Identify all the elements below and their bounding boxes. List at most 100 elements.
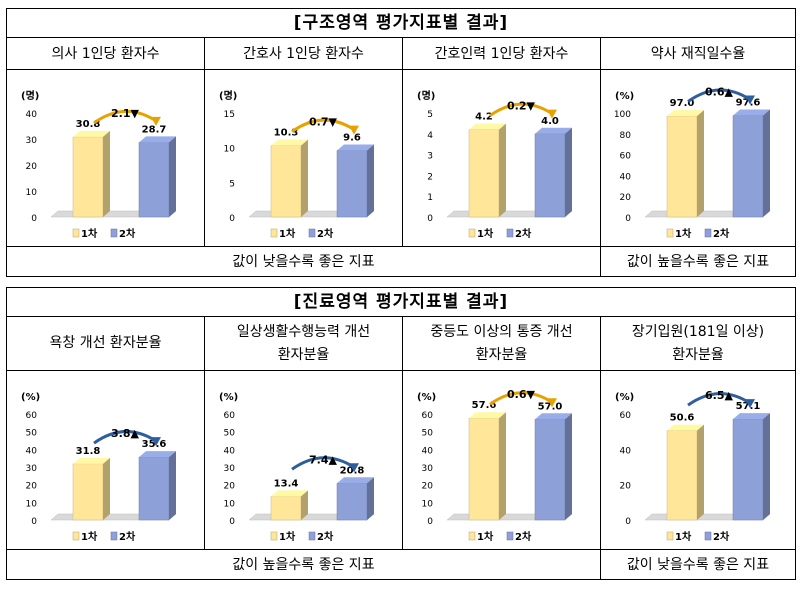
bar: [270, 496, 302, 521]
bar-top: [469, 412, 506, 419]
change-label: 0.7▼: [309, 116, 337, 129]
legend-swatch: [270, 531, 278, 541]
change-arrowhead: [151, 437, 161, 447]
y-tick-label: 20: [620, 482, 632, 492]
y-tick-label: 80: [620, 131, 632, 141]
y-tick-label: 0: [229, 517, 235, 527]
bar-top: [139, 451, 176, 458]
unit-label: (%): [615, 91, 634, 102]
change-arrowhead: [349, 125, 359, 135]
legend-label: 1차: [477, 530, 494, 543]
legend-label: 2차: [317, 530, 334, 543]
chart-svg: (%) 0 10 20 30 40 50 60 31.8 35.63.8▲ 1차 2차: [21, 392, 177, 543]
bar: [138, 456, 170, 521]
y-tick-label: 10: [422, 499, 434, 509]
legend-label: 2차: [119, 227, 136, 240]
bar-side: [763, 413, 770, 520]
data-label: 57.6: [472, 400, 497, 411]
legend-swatch: [666, 531, 674, 541]
legend-label: 2차: [713, 530, 730, 543]
data-label: 20.8: [340, 465, 365, 476]
bar-top: [667, 110, 704, 117]
bar: [270, 145, 302, 218]
chart-title: 욕창 개선 환자분율: [7, 317, 204, 371]
y-tick-label: 100: [614, 110, 631, 120]
change-arrowhead: [151, 116, 161, 126]
chart-cell-2: 간호사 1인당 환자수 (명) 0 5 10 15 10.3 9.6 0.7▼ 1차 2차: [205, 38, 403, 247]
legend-swatch: [308, 228, 316, 238]
y-tick-label: 40: [620, 446, 632, 456]
legend-label: 1차: [675, 227, 692, 240]
y-tick-label: 20: [26, 162, 38, 172]
bar-side: [367, 477, 374, 520]
y-tick-label: 30: [422, 464, 434, 474]
unit-label: (명): [21, 89, 39, 102]
bar-side: [565, 413, 572, 520]
legend-label: 1차: [279, 227, 296, 240]
y-tick-label: 15: [224, 110, 235, 120]
change-label: 6.5▲: [705, 389, 733, 402]
y-tick-label: 10: [26, 188, 38, 198]
change-arrow: [93, 109, 157, 125]
data-label: 31.8: [76, 446, 101, 457]
chart-cell-5: 욕창 개선 환자분율 (%) 0 10 20 30 40 50 60 31.8 35.6 3.8▲ 1…: [7, 317, 205, 550]
chart-cell-7: 중등도 이상의 통증 개선 환자분율 (%) 0 10 20 30 40 50 60 57.6 57…: [403, 317, 601, 550]
unit-label: (명): [417, 89, 435, 102]
y-tick-label: 5: [229, 179, 235, 189]
chart-title: 간호사 1인당 환자수: [205, 38, 402, 70]
legend-label: 1차: [477, 227, 494, 240]
y-tick-label: 10: [224, 499, 236, 509]
chart-title: 의사 1인당 환자수: [7, 38, 204, 70]
change-arrow: [291, 456, 355, 471]
legend-swatch: [468, 531, 476, 541]
change-arrow: [687, 88, 751, 103]
change-arrowhead: [547, 398, 557, 408]
chart-title: 일상생활수행능력 개선 환자분율: [205, 317, 402, 371]
y-tick-label: 10: [26, 499, 38, 509]
legend-label: 1차: [81, 227, 98, 240]
y-tick-label: 5: [427, 110, 433, 120]
legend-swatch: [72, 228, 80, 238]
chart-cell-8: 장기입원(181일 이상) 환자분율 (%) 0 20 40 60 50.6 57.1 6.5▲…: [601, 317, 795, 550]
footer-note-left: 값이 높을수록 좋은 지표: [7, 549, 601, 579]
y-tick-label: 50: [26, 429, 38, 439]
y-tick-label: 2: [427, 172, 433, 182]
bar-top: [139, 136, 176, 143]
change-label: 7.4▲: [309, 453, 337, 466]
bar-side: [301, 490, 308, 520]
bar-side: [697, 424, 704, 520]
change-arrow: [489, 102, 553, 117]
y-tick-label: 0: [31, 517, 37, 527]
y-tick-label: 60: [26, 411, 38, 421]
bar-side: [565, 127, 572, 217]
footer-note-right: 값이 높을수록 좋은 지표: [601, 246, 795, 276]
data-label: 13.4: [274, 478, 299, 489]
legend-swatch: [308, 531, 316, 541]
y-tick-label: 40: [620, 172, 632, 182]
change-arrowhead: [745, 95, 755, 105]
bar-top: [667, 424, 704, 431]
chart-svg: (명) 0 10 20 30 40 30.8 28.72.1▼ 1차 2차: [21, 89, 177, 240]
unit-label: (%): [21, 392, 40, 403]
legend-label: 1차: [81, 530, 98, 543]
change-arrow: [687, 392, 751, 407]
y-tick-label: 20: [620, 193, 632, 203]
y-tick-label: 60: [224, 411, 236, 421]
y-tick-label: 30: [224, 464, 236, 474]
bar-side: [301, 139, 308, 217]
chart-cell-1: 의사 1인당 환자수 (명) 0 10 20 30 40 30.8 28.7 2.1▼ 1차 2차: [7, 38, 205, 247]
change-arrowhead: [349, 463, 359, 473]
y-tick-label: 40: [422, 446, 434, 456]
data-label: 97.6: [736, 97, 761, 108]
legend-swatch: [110, 228, 118, 238]
unit-label: (%): [219, 392, 238, 403]
y-tick-label: 40: [26, 110, 38, 120]
legend-swatch: [704, 228, 712, 238]
y-tick-label: 4: [427, 131, 433, 141]
bar-top: [733, 413, 770, 420]
chart-svg: (명) 0 1 2 3 4 5 4.2 4.0 0.2▼ 1차 2차: [417, 89, 573, 240]
bar-top: [271, 139, 308, 146]
legend-swatch: [110, 531, 118, 541]
legend-label: 2차: [515, 227, 532, 240]
footer-note-right: 값이 낮을수록 좋은 지표: [601, 549, 795, 579]
